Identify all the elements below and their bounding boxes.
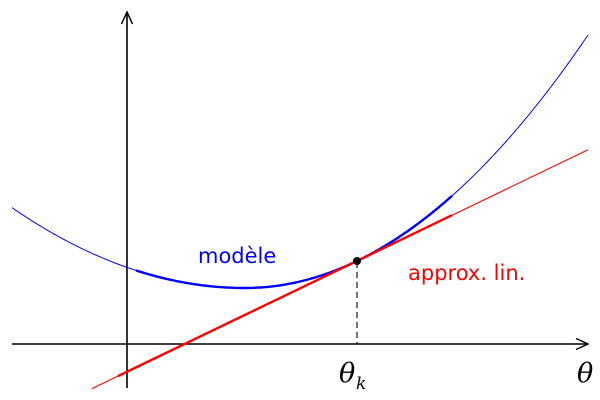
point-label-subscript: k <box>356 374 366 394</box>
x-axis-arrowhead-icon <box>575 337 590 351</box>
model-curve-emphasis <box>135 194 453 290</box>
tangent-line-emphasis <box>117 214 453 378</box>
tangent-point-icon <box>353 257 361 265</box>
line-label: approx. lin. <box>408 261 525 285</box>
curve-label: modèle <box>198 244 276 268</box>
point-label: θ <box>339 358 355 389</box>
x-axis-label: θ <box>577 358 593 389</box>
model-curve <box>11 34 589 289</box>
y-axis-arrowhead-icon <box>120 10 134 25</box>
